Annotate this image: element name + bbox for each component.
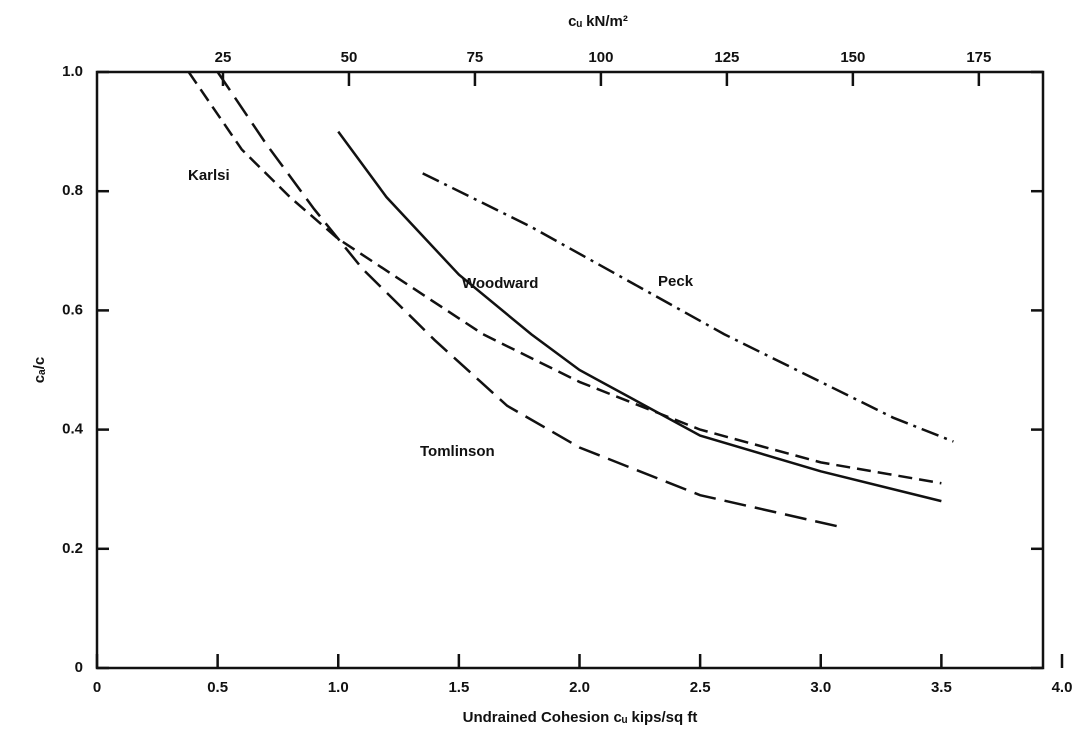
x2-tick-label: 75 <box>467 49 484 66</box>
y-tick-label: 0.6 <box>62 301 83 318</box>
series-label: Peck <box>658 273 694 290</box>
y-tick-label: 0 <box>75 659 83 676</box>
x2-tick-label: 150 <box>840 49 865 66</box>
x-tick-label: 0 <box>93 679 101 696</box>
x2-tick-label: 25 <box>215 49 232 66</box>
y-tick-label: 0.2 <box>62 540 83 557</box>
series-line <box>189 72 942 483</box>
x2-tick-label: 50 <box>341 49 358 66</box>
x2-tick-label: 100 <box>588 49 613 66</box>
x-tick-label: 3.5 <box>931 679 952 696</box>
y-axis-title: cₐ/c <box>31 357 48 384</box>
series-label: Tomlinson <box>420 443 495 460</box>
y-tick-label: 1.0 <box>62 63 83 80</box>
x-tick-label: 2.0 <box>569 679 590 696</box>
y-tick-label: 0.4 <box>62 421 84 438</box>
series-label: Karlsi <box>188 167 230 184</box>
x-tick-label: 3.0 <box>810 679 831 696</box>
x-tick-label: 2.5 <box>690 679 711 696</box>
plot-frame <box>97 72 1043 668</box>
x-tick-label: 0.5 <box>207 679 228 696</box>
x2-tick-label: 125 <box>714 49 739 66</box>
series-line <box>218 72 845 528</box>
x2-tick-label: 175 <box>966 49 991 66</box>
top-axis-title: cᵤ kN/m² <box>568 13 628 30</box>
x-tick-label: 1.5 <box>448 679 469 696</box>
x-tick-label: 1.0 <box>328 679 349 696</box>
y-tick-label: 0.8 <box>62 182 83 199</box>
series-label: Woodward <box>462 275 538 292</box>
x-axis-title: Undrained Cohesion cᵤ kips/sq ft <box>463 709 698 726</box>
chart: cᵤ kN/m² Undrained Cohesion cᵤ kips/sq f… <box>0 0 1082 730</box>
x-tick-label: 4.0 <box>1052 679 1073 696</box>
